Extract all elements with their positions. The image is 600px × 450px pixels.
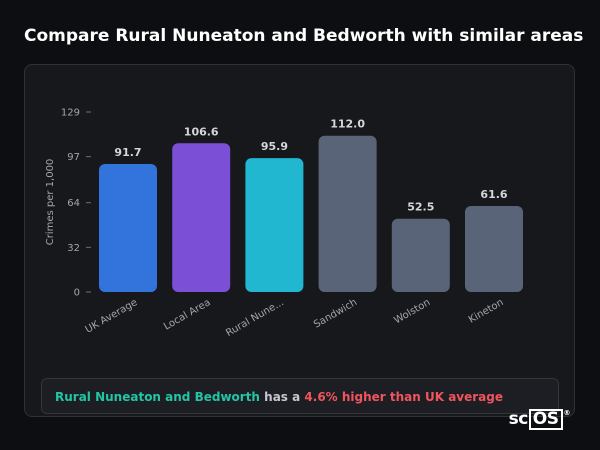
comparison-summary: Rural Nuneaton and Bedworth has a 4.6% h… <box>41 378 559 414</box>
y-tick-label: 64 <box>67 198 80 209</box>
x-category-label: Rural Nune... <box>224 297 286 339</box>
page-title: Compare Rural Nuneaton and Bedworth with… <box>24 26 584 46</box>
summary-difference: 4.6% higher than UK average <box>304 390 504 404</box>
bar-value-label: 106.6 <box>184 125 219 138</box>
bar <box>99 164 157 292</box>
logo-os-box: OS <box>528 409 563 430</box>
scos-logo: sc OS ® <box>509 409 570 430</box>
bar <box>318 135 377 292</box>
chart-card: Crimes per 1,000 0 32 64 97 129 91.7 UK Average… <box>24 64 575 417</box>
y-axis-title: Crimes per 1,000 <box>45 159 56 246</box>
bar-value-label: 112.0 <box>330 118 365 131</box>
bar-value-label: 61.6 <box>480 188 507 201</box>
y-tick-label: 97 <box>67 152 80 163</box>
y-tick-label: 32 <box>67 243 80 254</box>
x-category-label: Wolston <box>392 297 432 326</box>
bar-value-label: 91.7 <box>114 146 141 159</box>
bar-value-label: 95.9 <box>261 140 288 153</box>
x-category-label: Sandwich <box>312 297 359 331</box>
x-category-label: Kineton <box>467 297 506 326</box>
bar-chart: Crimes per 1,000 0 32 64 97 129 91.7 UK Average… <box>45 108 523 339</box>
y-tick-label: 0 <box>74 288 80 299</box>
logo-prefix: sc <box>508 409 529 429</box>
summary-connector: has a <box>264 390 301 404</box>
x-category-label: UK Average <box>84 297 140 336</box>
bar <box>465 206 523 292</box>
bar <box>391 218 450 292</box>
y-tick-label: 129 <box>61 108 80 119</box>
bar <box>172 143 231 292</box>
x-category-label: Local Area <box>162 297 213 333</box>
bar <box>245 158 304 292</box>
summary-area-name: Rural Nuneaton and Bedworth <box>55 390 260 404</box>
bar-value-label: 52.5 <box>407 201 434 214</box>
registered-mark-icon: ® <box>563 409 571 417</box>
